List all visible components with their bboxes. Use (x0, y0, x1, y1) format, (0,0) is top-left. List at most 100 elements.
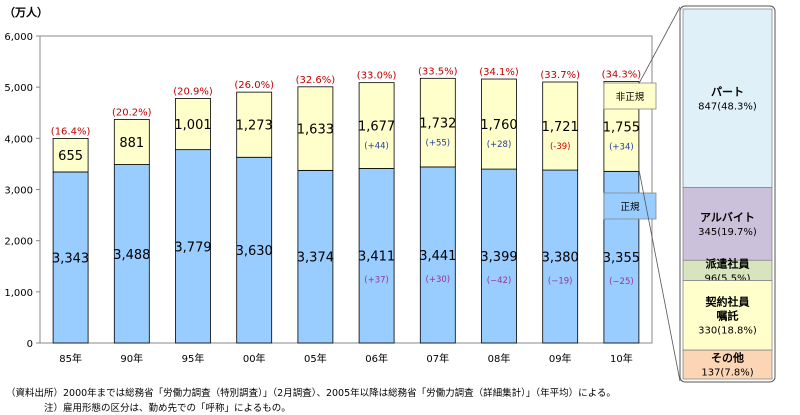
value-label-nonregular: 1,721 (542, 120, 579, 135)
share-label: (20.9%) (173, 86, 213, 97)
legend-box (603, 82, 657, 110)
value-label-nonregular: 1,273 (236, 119, 273, 134)
bar-regular (481, 168, 517, 344)
y-unit-label: （万人） (4, 5, 48, 19)
x-tick-label: 95年 (182, 352, 205, 365)
share-label: (34.3%) (602, 70, 642, 81)
change-label-regular: (−19) (548, 277, 573, 287)
x-tick-label: 10年 (610, 352, 633, 365)
value-label-regular: 3,441 (419, 249, 456, 264)
change-label-nonregular: (+34) (609, 142, 634, 152)
note-footnote: 注）雇用形態の区分は、勤め先での「呼称」によるもの。 (44, 403, 291, 414)
bar-nonregular (419, 77, 456, 168)
y-tick-label: 2,000 (4, 237, 33, 248)
value-label-nonregular: 1,001 (174, 118, 211, 133)
breakdown-segment-name: アルバイト (700, 211, 755, 224)
breakdown-segment-name: 契約社員 (705, 294, 750, 308)
breakdown-segment-value: 96(5.5%) (705, 273, 751, 284)
legend-label: 非正規 (616, 91, 645, 103)
bar-nonregular (481, 78, 517, 170)
x-tick-label: 07年 (426, 352, 449, 365)
bar-regular (236, 156, 273, 344)
source-footnote: （資料出所）2000年までは総務省「労働力調査（特別調査）」（2月調査）、200… (6, 388, 616, 399)
value-label-nonregular: 881 (119, 136, 144, 151)
y-tick-label: 5,000 (4, 83, 33, 94)
value-label-regular: 3,488 (113, 248, 150, 263)
change-label-nonregular: (-39) (550, 142, 571, 152)
value-label-nonregular: 1,755 (603, 120, 640, 135)
value-label-regular: 3,380 (542, 251, 579, 266)
breakdown-segment-name: 嘱託 (717, 308, 739, 322)
bar-nonregular (52, 138, 89, 173)
x-tick-label: 00年 (243, 352, 266, 365)
breakdown-segment (682, 280, 773, 351)
value-label-regular: 3,374 (297, 251, 334, 266)
connector-line (638, 6, 681, 84)
bar-regular (175, 149, 211, 344)
x-tick-label: 05年 (304, 352, 327, 365)
share-label: (16.4%) (51, 126, 91, 137)
bar-nonregular (113, 119, 150, 165)
bar-nonregular (297, 86, 334, 171)
connector-line (638, 169, 681, 382)
breakdown-segment-name: その他 (711, 351, 744, 365)
bar-regular (113, 164, 150, 344)
value-label-regular: 3,343 (52, 251, 89, 266)
value-label-nonregular: 1,677 (358, 120, 395, 135)
change-label-regular: (+37) (364, 276, 389, 286)
value-label-regular: 3,630 (236, 244, 273, 259)
value-label-regular: 3,399 (480, 250, 517, 265)
breakdown-segment (682, 349, 773, 380)
value-label-regular: 3,779 (174, 240, 211, 255)
value-label-regular: 3,355 (603, 251, 640, 266)
bar-nonregular (175, 98, 211, 151)
change-label-nonregular: (+55) (426, 139, 451, 149)
value-label-nonregular: 655 (58, 149, 83, 164)
share-label: (20.2%) (112, 107, 152, 118)
change-label-regular: (−42) (487, 276, 512, 286)
breakdown-segment (682, 8, 773, 188)
bar-regular (419, 166, 456, 344)
y-tick-label: 0 (27, 339, 33, 350)
bar-nonregular (236, 91, 273, 158)
breakdown-segment (682, 187, 773, 261)
change-label-nonregular: (+44) (364, 142, 389, 152)
value-label-nonregular: 1,633 (297, 123, 334, 138)
y-tick-label: 4,000 (4, 134, 33, 145)
bar-nonregular (358, 82, 395, 169)
share-label: (33.0%) (357, 71, 397, 82)
breakdown-segment-name: 派遣社員 (706, 256, 750, 270)
breakdown-segment-value: 847(48.3%) (698, 101, 757, 112)
change-label-nonregular: (+28) (487, 140, 512, 150)
breakdown-segment-value: 330(18.8%) (698, 325, 757, 336)
breakdown-bar: パート 847(48.3%) アルバイト 345(19.7%) 派遣社員 96(5.5%)… (638, 5, 776, 383)
change-label-regular: (−25) (609, 277, 634, 287)
share-label: (34.1%) (479, 67, 519, 78)
change-label-regular: (+30) (426, 275, 451, 285)
share-label: (26.0%) (234, 80, 274, 91)
bar-nonregular (542, 81, 579, 171)
value-label-nonregular: 1,760 (480, 118, 517, 133)
share-label: (33.7%) (540, 70, 580, 81)
breakdown-segment-value: 345(19.7%) (698, 227, 757, 238)
x-tick-label: 08年 (488, 352, 511, 365)
bar-regular (358, 168, 395, 344)
y-tick-label: 1,000 (4, 288, 33, 299)
y-axis: 0 1,000 2,000 3,000 4,000 5,000 6,000 (4, 32, 40, 350)
share-label: (32.6%) (296, 75, 336, 86)
y-tick-label: 3,000 (4, 186, 33, 197)
breakdown-segment-value: 137(7.8%) (701, 368, 753, 379)
x-tick-label: 90年 (120, 352, 143, 365)
x-tick-label: 09年 (549, 352, 572, 365)
value-label-nonregular: 1,732 (419, 117, 456, 132)
legend-label: 正規 (620, 202, 640, 213)
value-label-regular: 3,411 (358, 250, 395, 265)
legend-box (603, 192, 657, 220)
x-tick-label: 85年 (59, 352, 82, 365)
bar-regular (52, 171, 89, 344)
x-tick-label: 06年 (365, 352, 388, 365)
share-label: (33.5%) (418, 66, 458, 77)
breakdown-segment-name: パート (711, 85, 744, 98)
